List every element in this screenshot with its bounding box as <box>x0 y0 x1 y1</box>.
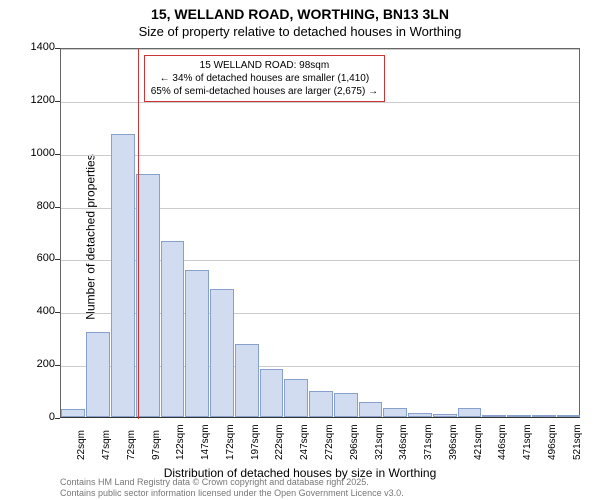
xtick-label: 47sqm <box>101 430 112 460</box>
histogram-bar <box>482 415 506 417</box>
ytick-label: 1400 <box>31 41 55 53</box>
histogram-bar <box>309 391 333 417</box>
xtick-label: 521sqm <box>572 424 583 460</box>
attribution-line1: Contains HM Land Registry data © Crown c… <box>60 477 404 488</box>
xtick-label: 321sqm <box>374 424 385 460</box>
xtick-label: 172sqm <box>225 424 236 460</box>
histogram-bar <box>61 409 85 417</box>
annotation-line1: 15 WELLAND ROAD: 98sqm <box>151 59 378 72</box>
histogram-bar <box>557 415 581 417</box>
ytick-mark <box>55 312 60 313</box>
histogram-bar <box>458 408 482 417</box>
ytick-label: 0 <box>49 411 55 423</box>
annotation-box: 15 WELLAND ROAD: 98sqm ← 34% of detached… <box>144 55 385 102</box>
annotation-line2: ← 34% of detached houses are smaller (1,… <box>151 72 378 85</box>
ytick-mark <box>55 207 60 208</box>
ytick-mark <box>55 154 60 155</box>
ytick-mark <box>55 259 60 260</box>
ytick-mark <box>55 101 60 102</box>
xtick-label: 122sqm <box>175 424 186 460</box>
histogram-bar <box>383 408 407 417</box>
xtick-label: 396sqm <box>448 424 459 460</box>
ytick-label: 800 <box>37 200 55 212</box>
chart-title-sub: Size of property relative to detached ho… <box>0 22 600 39</box>
histogram-bar <box>433 414 457 417</box>
ytick-label: 1000 <box>31 147 55 159</box>
xtick-label: 22sqm <box>76 430 87 460</box>
histogram-bar <box>136 174 160 417</box>
xtick-label: 147sqm <box>200 424 211 460</box>
xtick-label: 496sqm <box>547 424 558 460</box>
xtick-label: 296sqm <box>349 424 360 460</box>
histogram-bar <box>235 344 259 417</box>
histogram-bar <box>359 402 383 417</box>
xtick-label: 222sqm <box>274 424 285 460</box>
histogram-bar <box>210 289 234 417</box>
xtick-label: 272sqm <box>324 424 335 460</box>
xtick-label: 197sqm <box>250 424 261 460</box>
chart-container: 15, WELLAND ROAD, WORTHING, BN13 3LN Siz… <box>0 0 600 500</box>
histogram-bar <box>284 379 308 417</box>
ytick-mark <box>55 48 60 49</box>
ytick-mark <box>55 418 60 419</box>
ytick-label: 200 <box>37 358 55 370</box>
histogram-bar <box>260 369 284 417</box>
histogram-bar <box>111 134 135 417</box>
ytick-mark <box>55 365 60 366</box>
histogram-bar <box>334 393 358 417</box>
histogram-bar <box>86 332 110 417</box>
histogram-bar <box>507 415 531 417</box>
xtick-label: 421sqm <box>473 424 484 460</box>
histogram-bar <box>161 241 185 417</box>
ytick-label: 600 <box>37 252 55 264</box>
xtick-label: 97sqm <box>151 430 162 460</box>
annotation-marker-line <box>138 49 139 419</box>
xtick-label: 446sqm <box>497 424 508 460</box>
histogram-bar <box>532 415 556 417</box>
xtick-label: 471sqm <box>522 424 533 460</box>
annotation-line3: 65% of semi-detached houses are larger (… <box>151 85 378 98</box>
plot-area: 15 WELLAND ROAD: 98sqm ← 34% of detached… <box>60 48 580 418</box>
histogram-bar <box>185 270 209 417</box>
ytick-label: 400 <box>37 305 55 317</box>
xtick-label: 247sqm <box>299 424 310 460</box>
xtick-label: 72sqm <box>126 430 137 460</box>
attribution-text: Contains HM Land Registry data © Crown c… <box>60 477 404 499</box>
ytick-label: 1200 <box>31 94 55 106</box>
histogram-bar <box>408 413 432 417</box>
xtick-label: 346sqm <box>398 424 409 460</box>
chart-title-main: 15, WELLAND ROAD, WORTHING, BN13 3LN <box>0 0 600 22</box>
attribution-line2: Contains public sector information licen… <box>60 488 404 499</box>
xtick-label: 371sqm <box>423 424 434 460</box>
